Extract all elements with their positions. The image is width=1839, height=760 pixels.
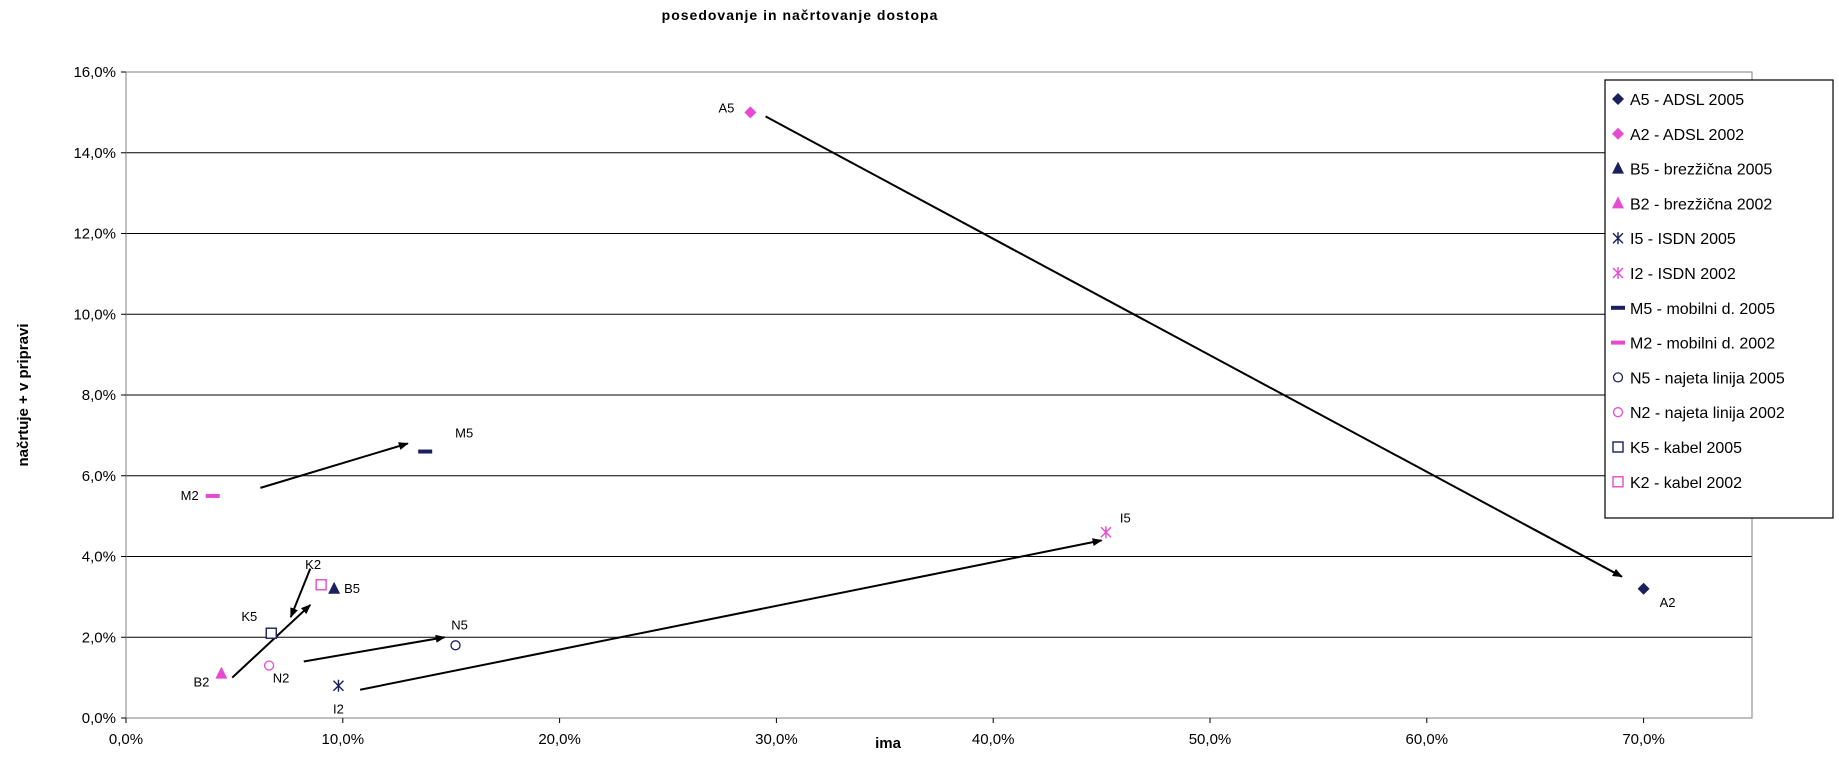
legend-marker-k5 — [1612, 441, 1624, 453]
data-point-i5 — [332, 679, 344, 692]
arrow-4 — [231, 604, 312, 679]
y-tick-label: 14,0% — [73, 145, 116, 162]
legend: A5 - ADSL 2005 A2 - ADSL 2002 B5 - brezžič… — [1604, 79, 1834, 519]
y-tick-label: 12,0% — [73, 226, 116, 243]
legend-marker-b5 — [1612, 161, 1624, 174]
legend-entry-a5: A5 - ADSL 2005 — [1630, 92, 1744, 109]
y-tick-label: 0,0% — [82, 710, 116, 727]
data-point-b2 — [215, 666, 228, 679]
x-tick-label: 50,0% — [1189, 731, 1232, 748]
legend-entry-i2: I2 - ISDN 2002 — [1630, 266, 1736, 283]
y-tick-label: 4,0% — [82, 549, 116, 566]
point-label-n5: N5 — [451, 617, 468, 632]
legend-marker-b2 — [1612, 196, 1624, 209]
arrows — [231, 115, 1623, 691]
legend-entry-m2: M2 - mobilni d. 2002 — [1630, 336, 1775, 353]
point-label-m5: M5 — [455, 426, 473, 441]
legend-entry-b2: B2 - brezžična 2002 — [1630, 196, 1772, 213]
legend-entry-b5: B5 - brezžična 2005 — [1630, 162, 1772, 179]
x-tick-label: 0,0% — [109, 731, 143, 748]
data-point-b5 — [328, 581, 341, 594]
arrow-0 — [765, 115, 1623, 578]
legend-marker-n2 — [1612, 407, 1624, 418]
y-axis-ticks: 0,0% 2,0% 4,0% 6,0% 8,0% 10,0% 12,0% 14,0% 16,0% — [73, 64, 126, 727]
chart-title: posedovanje in načrtovanje dostopa — [662, 7, 939, 23]
data-point-k2 — [315, 579, 327, 591]
y-tick-label: 6,0% — [82, 468, 116, 485]
legend-marker-i5 — [1612, 232, 1624, 245]
y-tick-label: 2,0% — [82, 629, 116, 646]
point-label-k5: K5 — [241, 609, 257, 624]
legend-marker-m5 — [1611, 305, 1625, 310]
data-point-n2 — [263, 660, 275, 671]
arrow-3 — [289, 568, 312, 618]
point-labels: A2 A5 B5 B2 I2 I5 M5 M2 N5 N2 K5 K2 — [181, 100, 1676, 716]
point-label-k2: K2 — [305, 557, 321, 572]
x-tick-label: 20,0% — [538, 731, 581, 748]
legend-entry-n2: N2 - najeta linija 2002 — [1630, 405, 1785, 422]
x-tick-label: 10,0% — [322, 731, 365, 748]
legend-entry-i5: I5 - ISDN 2005 — [1630, 231, 1736, 248]
y-tick-label: 10,0% — [73, 306, 116, 323]
legend-entry-k5: K5 - kabel 2005 — [1630, 440, 1742, 457]
legend-entry-m5: M5 - mobilni d. 2005 — [1630, 301, 1775, 318]
data-point-a5 — [1637, 582, 1650, 595]
point-label-m2: M2 — [181, 488, 199, 503]
point-label-i2: I5 — [1120, 510, 1131, 525]
legend-marker-k2 — [1612, 476, 1624, 488]
y-tick-label: 8,0% — [82, 387, 116, 404]
data-point-k5 — [265, 627, 277, 639]
point-label-a5: A2 — [1660, 595, 1676, 610]
arrow-5 — [303, 634, 446, 663]
x-axis-label: ima — [875, 735, 902, 752]
arrow-2 — [260, 442, 409, 489]
point-label-b2: B2 — [193, 675, 209, 690]
legend-entry-n5: N5 - najeta linija 2005 — [1630, 370, 1785, 387]
data-point-m2 — [205, 493, 220, 498]
data-point-i2 — [1100, 526, 1112, 539]
y-axis-label: načrtuje + v pripravi — [15, 324, 32, 467]
x-tick-label: 60,0% — [1406, 731, 1449, 748]
plot-area — [125, 71, 1753, 719]
legend-marker-i2 — [1612, 267, 1624, 279]
legend-entry-a2: A2 - ADSL 2002 — [1630, 127, 1744, 144]
x-tick-label: 70,0% — [1622, 731, 1665, 748]
data-point-n5 — [450, 640, 461, 651]
point-label-a2: A5 — [718, 100, 734, 115]
x-tick-label: 40,0% — [972, 731, 1015, 748]
point-label-b5: B5 — [344, 581, 360, 596]
point-label-n2: N2 — [273, 671, 290, 686]
arrow-1 — [359, 538, 1103, 691]
data-point-a2 — [744, 106, 757, 119]
legend-marker-m2 — [1611, 340, 1625, 345]
data-points — [205, 106, 1650, 692]
legend-marker-a2 — [1612, 127, 1624, 140]
point-label-i5: I2 — [333, 702, 344, 717]
data-point-m5 — [418, 449, 433, 454]
legend-marker-a5 — [1612, 93, 1624, 105]
x-tick-label: 30,0% — [755, 731, 798, 748]
legend-marker-n5 — [1612, 372, 1624, 383]
x-axis-ticks: 0,0% 10,0% 20,0% 30,0% 40,0% 50,0% 60,0% 70,0% — [109, 718, 1665, 748]
y-tick-label: 16,0% — [73, 64, 116, 81]
legend-entry-k2: K2 - kabel 2002 — [1630, 475, 1742, 492]
